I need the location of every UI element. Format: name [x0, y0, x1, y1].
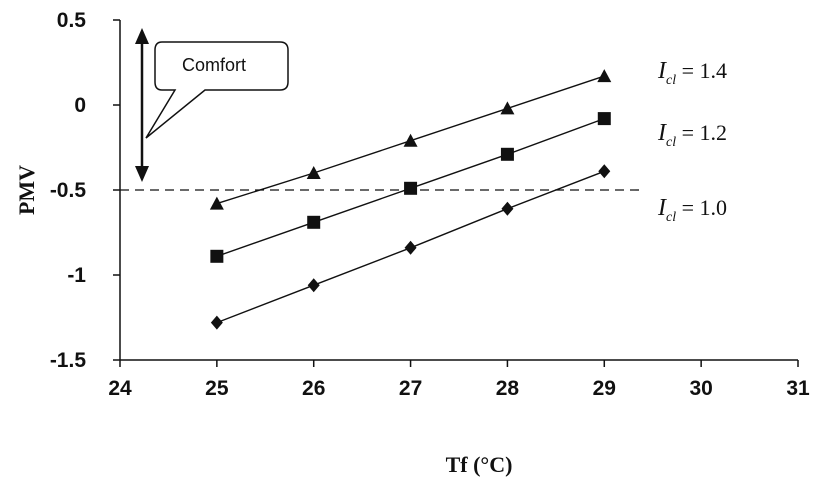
y-tick-label: 0 — [74, 94, 86, 117]
comfort-arrow-head-down — [135, 166, 149, 182]
x-tick-label: 30 — [689, 377, 712, 400]
data-point-diamond — [404, 240, 417, 255]
data-point-triangle — [209, 196, 224, 210]
data-point-square — [500, 147, 514, 161]
x-tick-label: 25 — [205, 377, 229, 400]
axes: 24 25 26 27 28 29 30 31 0.5 0 -0.5 -1 -1.5 Tf (°C) PMV — [14, 9, 810, 477]
y-tick-label: -1.5 — [50, 349, 87, 372]
y-tick-label: 0.5 — [57, 9, 87, 32]
data-point-square — [404, 181, 418, 195]
data-point-square — [210, 249, 224, 263]
y-tick-label: -1 — [67, 264, 86, 287]
data-point-diamond — [598, 164, 611, 179]
data-point-diamond — [307, 278, 320, 293]
comfort-callout-box — [145, 41, 289, 139]
series-label-3: Icl = 1.0 — [657, 195, 727, 225]
y-axis-title: PMV — [14, 165, 39, 215]
data-point-diamond — [501, 201, 514, 216]
x-tick-label: 24 — [108, 377, 132, 400]
data-point-triangle — [306, 166, 321, 179]
comfort-arrow-head-up — [135, 28, 149, 44]
series-label-2: Icl = 1.2 — [657, 120, 727, 150]
data-point-square — [597, 112, 611, 126]
comfort-label: Comfort — [182, 55, 246, 75]
x-axis-title: Tf (°C) — [446, 452, 513, 477]
data-point-triangle — [500, 101, 515, 115]
x-tick-label: 31 — [786, 377, 810, 400]
x-tick-label: 29 — [593, 377, 616, 400]
series-labels: Icl = 1.4 Icl = 1.2 Icl = 1.0 — [657, 58, 727, 225]
series-label-1: Icl = 1.4 — [657, 58, 727, 88]
x-tick-label: 26 — [302, 377, 325, 400]
data-point-triangle — [597, 69, 612, 83]
comfort-annotation: Comfort — [135, 28, 289, 182]
series-group — [209, 69, 612, 330]
x-tick-label: 28 — [496, 377, 520, 400]
x-tick-label: 27 — [399, 377, 422, 400]
data-point-square — [307, 215, 321, 229]
data-point-diamond — [210, 315, 223, 330]
data-point-triangle — [403, 133, 418, 147]
y-tick-label: -0.5 — [50, 179, 87, 202]
